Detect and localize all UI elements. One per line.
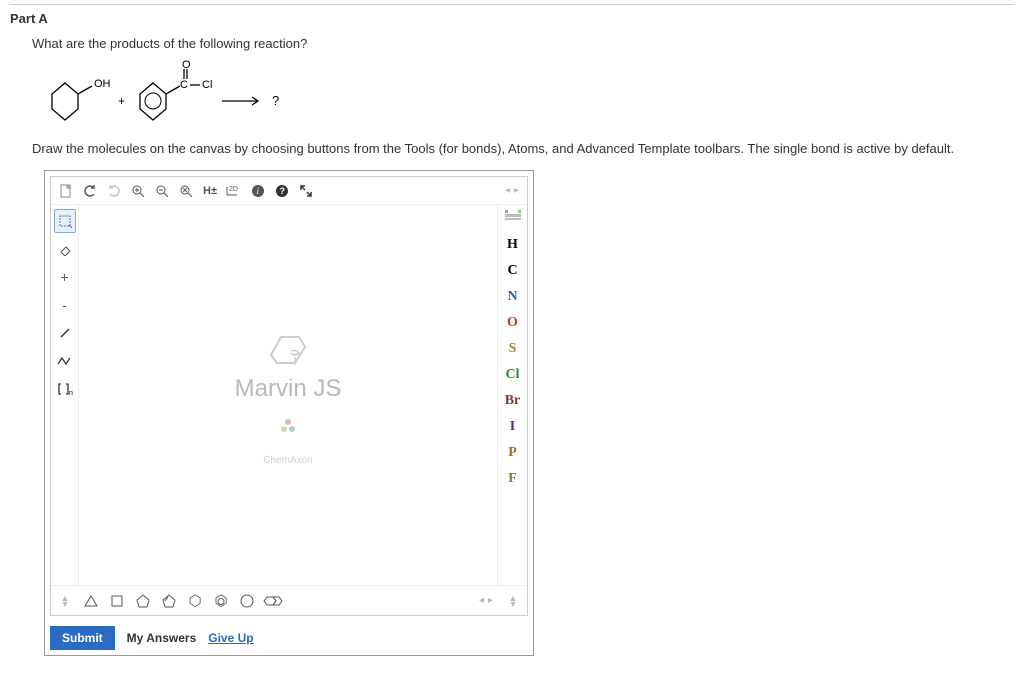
atom-o[interactable]: O <box>502 315 524 331</box>
svg-text:OH: OH <box>94 78 111 90</box>
chemaxon-icon <box>279 417 297 435</box>
atom-i[interactable]: I <box>502 419 524 435</box>
triangle-template[interactable] <box>81 591 101 611</box>
instruction-text: Draw the molecules on the canvas by choo… <box>32 141 1014 156</box>
hexagon-template[interactable] <box>185 591 205 611</box>
give-up-link[interactable]: Give Up <box>208 631 253 645</box>
marvin-logo-icon <box>263 325 313 369</box>
updown-icon-2[interactable]: ▲▼ <box>503 591 523 611</box>
action-row: Submit My Answers Give Up <box>50 626 528 650</box>
svg-text:O: O <box>182 59 191 71</box>
pentagon-template[interactable] <box>133 591 153 611</box>
view-2d-button[interactable]: 2D <box>223 180 245 202</box>
expand-icon[interactable] <box>295 180 317 202</box>
reaction-diagram: OH + C O Cl ? <box>32 59 1014 129</box>
submit-button[interactable]: Submit <box>50 626 115 650</box>
drawing-canvas[interactable]: Marvin JS ChemAxon <box>79 205 497 585</box>
zoom-reset-icon[interactable] <box>175 180 197 202</box>
atom-s[interactable]: S <box>502 341 524 357</box>
charge-plus-tool[interactable]: + <box>54 265 76 289</box>
zoom-in-icon[interactable] <box>127 180 149 202</box>
heptagon-template[interactable] <box>237 591 257 611</box>
atom-br[interactable]: Br <box>502 393 524 409</box>
charge-minus-tool[interactable]: - <box>54 293 76 317</box>
template-nav-icon[interactable]: ◂▸ <box>479 595 497 606</box>
atom-p[interactable]: P <box>502 445 524 461</box>
templates-toolbar: ▲▼ ◂▸ ▲▼ <box>51 585 527 615</box>
marvin-editor-frame: H± 2D i ? ◂▸ + - n Marvin JS <box>44 170 534 656</box>
redo-icon[interactable] <box>103 180 125 202</box>
fused-ring-template[interactable] <box>263 591 283 611</box>
svg-text:n: n <box>69 390 73 396</box>
top-toolbar: H± 2D i ? ◂▸ <box>51 177 527 205</box>
benzene-template[interactable] <box>211 591 231 611</box>
atom-c[interactable]: C <box>502 263 524 279</box>
bracket-tool[interactable]: n <box>54 377 76 401</box>
chain-tool[interactable] <box>54 349 76 373</box>
atom-n[interactable]: N <box>502 289 524 305</box>
info-icon[interactable]: i <box>247 180 269 202</box>
svg-text:+: + <box>118 94 125 108</box>
atom-cl[interactable]: Cl <box>502 367 524 383</box>
undo-icon[interactable] <box>79 180 101 202</box>
atom-f[interactable]: F <box>502 471 524 487</box>
toolbar-nav-icon[interactable]: ◂▸ <box>505 185 523 196</box>
erase-tool[interactable] <box>54 237 76 261</box>
left-toolbar: + - n <box>51 205 79 585</box>
new-icon[interactable] <box>55 180 77 202</box>
help-icon[interactable]: ? <box>271 180 293 202</box>
zoom-out-icon[interactable] <box>151 180 173 202</box>
svg-text:C: C <box>180 79 188 91</box>
svg-text:?: ? <box>280 186 286 196</box>
part-label: Part A <box>10 11 1014 26</box>
svg-text:?: ? <box>272 93 279 108</box>
select-tool[interactable] <box>54 209 76 233</box>
question-text: What are the products of the following r… <box>32 36 1014 51</box>
atom-h[interactable]: H <box>502 237 524 253</box>
square-template[interactable] <box>107 591 127 611</box>
canvas-brand-text: ChemAxon <box>263 455 312 466</box>
h-plusminus-button[interactable]: H± <box>199 180 221 202</box>
svg-text:Cl: Cl <box>202 79 212 91</box>
updown-icon[interactable]: ▲▼ <box>55 591 75 611</box>
periodic-table-icon[interactable] <box>504 209 522 227</box>
atoms-toolbar: H C N O S Cl Br I P F <box>497 205 527 585</box>
my-answers-link[interactable]: My Answers <box>127 631 197 645</box>
cyclopentadiene-template[interactable] <box>159 591 179 611</box>
svg-text:2D: 2D <box>229 186 238 193</box>
canvas-logo-text: Marvin JS <box>235 375 342 403</box>
marvin-editor: H± 2D i ? ◂▸ + - n Marvin JS <box>50 176 528 616</box>
single-bond-tool[interactable] <box>54 321 76 345</box>
